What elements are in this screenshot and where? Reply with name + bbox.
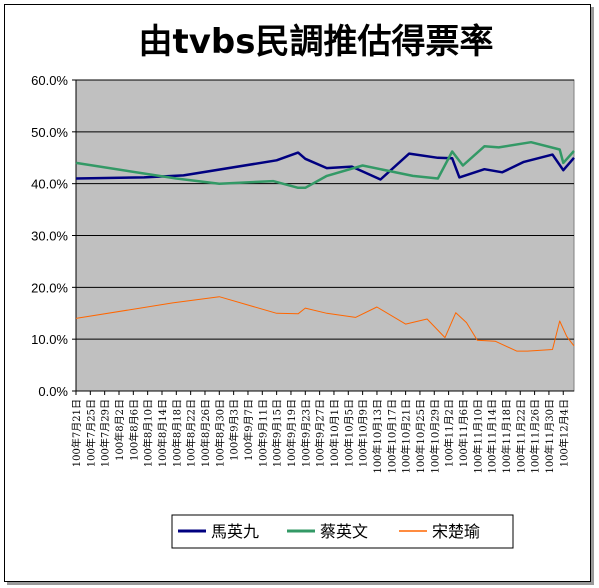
x-tick-label: 100年11月26日: [529, 399, 542, 474]
legend: 馬英九 蔡英文 宋楚瑜: [171, 514, 514, 549]
y-tick-label: 40.0%: [31, 177, 68, 192]
x-tick-label: 100年11月2日: [443, 399, 456, 467]
x-tick-label: 100年9月23日: [299, 399, 312, 467]
x-tick-label: 100年8月26日: [199, 399, 212, 467]
x-tick-label: 100年9月15日: [271, 399, 284, 467]
x-tick-label: 100年10月17日: [385, 399, 398, 474]
x-tick-label: 100年11月14日: [486, 399, 499, 474]
x-tick-label: 100年9月19日: [285, 399, 298, 467]
y-axis: 0.0% 10.0% 20.0% 30.0% 40.0% 50.0% 60.0%: [31, 73, 77, 399]
y-tick-label: 60.0%: [31, 73, 68, 88]
y-tick-label: 50.0%: [31, 125, 68, 140]
x-tick-label: 100年11月18日: [500, 399, 513, 474]
y-tick-label: 10.0%: [31, 332, 68, 347]
chart-title: 由tvbs民調推估得票率: [139, 22, 494, 62]
x-tick-label: 100年10月25日: [414, 399, 427, 474]
series-lines: [75, 140, 575, 352]
x-axis: 100年7月21日 100年7月25日 100年7月29日 100年8月2日 100年8…: [70, 390, 574, 474]
legend-label: 馬英九: [211, 522, 259, 541]
x-tick-label: 100年8月14日: [156, 399, 169, 467]
x-tick-label: 100年8月10日: [142, 399, 155, 467]
x-tick-label: 100年10月5日: [342, 399, 355, 467]
x-tick-label: 100年8月2日: [113, 399, 126, 461]
x-tick-label: 100年7月25日: [84, 399, 97, 467]
series-line-2: [75, 140, 575, 190]
x-tick-label: 100年11月22日: [514, 399, 527, 474]
x-tick-label: 100年9月11日: [256, 399, 269, 467]
legend-box: [171, 514, 514, 549]
x-tick-label: 100年10月9日: [357, 399, 370, 467]
x-tick-label: 100年8月18日: [170, 399, 183, 467]
y-tick-label: 20.0%: [31, 280, 68, 295]
x-tick-label: 100年9月3日: [228, 399, 241, 461]
y-tick-label: 0.0%: [38, 384, 68, 399]
gridlines: [76, 79, 574, 340]
series-line-3: [75, 296, 575, 352]
x-tick-label: 100年11月10日: [471, 399, 484, 474]
x-tick-label: 100年7月29日: [99, 399, 112, 467]
x-tick-label: 100年9月7日: [242, 399, 255, 461]
x-tick-label: 100年8月30日: [213, 399, 226, 467]
x-tick-label: 100年9月27日: [314, 399, 327, 467]
series-line-1: [75, 151, 575, 181]
x-tick-label: 100年10月13日: [371, 399, 384, 474]
legend-label: 蔡英文: [320, 522, 368, 541]
x-tick-label: 100年10月21日: [400, 399, 413, 474]
x-tick-label: 100年8月22日: [185, 399, 198, 467]
x-tick-label: 100年8月6日: [127, 399, 140, 461]
y-tick-label: 30.0%: [31, 229, 68, 244]
x-tick-label: 100年10月1日: [328, 399, 341, 467]
legend-label: 宋楚瑜: [432, 522, 480, 541]
x-tick-label: 100年11月6日: [457, 399, 470, 467]
x-tick-label: 100年10月29日: [428, 399, 441, 474]
x-tick-label: 100年11月30日: [543, 399, 556, 474]
x-tick-label: 100年12月4日: [557, 399, 570, 467]
x-tick-label: 100年7月21日: [70, 399, 83, 467]
